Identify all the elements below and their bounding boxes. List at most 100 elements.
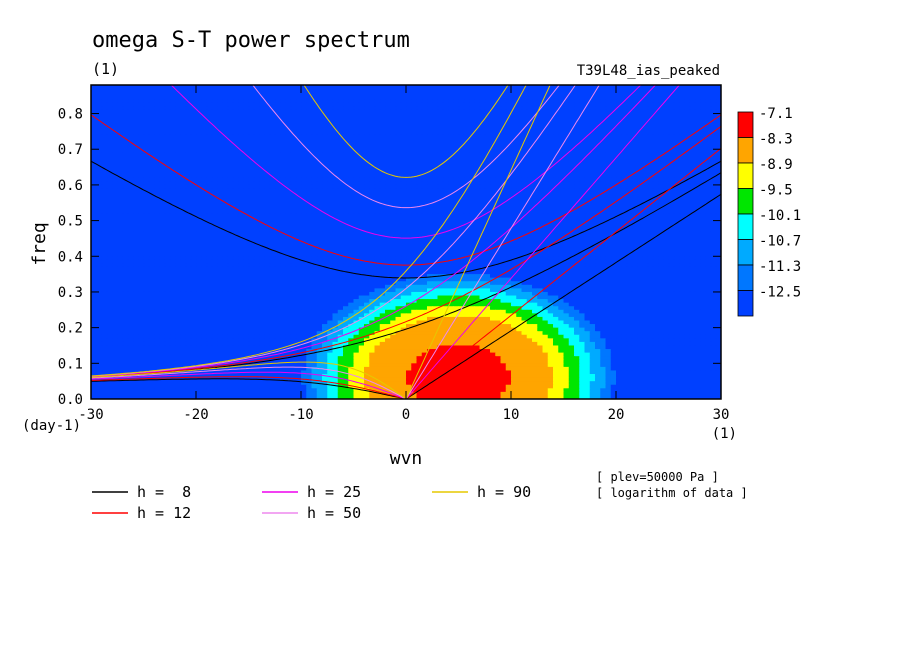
field-cell [316,88,323,93]
field-cell [358,181,365,186]
field-cell [337,127,344,132]
field-cell [658,145,664,150]
field-cell [259,181,265,186]
field-cell [154,152,160,157]
field-cell [547,149,554,154]
field-cell [138,177,145,182]
field-cell [694,227,701,232]
field-cell [579,188,586,193]
field-cell [106,152,113,157]
field-cell [285,145,292,150]
field-cell [106,167,113,172]
field-cell [395,195,402,200]
field-cell [385,170,391,175]
field-cell [563,142,570,147]
field-cell [112,209,118,215]
field-cell [411,106,418,111]
field-cell [626,209,633,215]
field-cell [169,109,176,115]
field-cell [479,131,486,136]
field-cell [206,209,213,215]
field-cell [159,231,166,236]
field-cell [595,213,601,218]
field-cell [248,224,255,229]
field-cell [164,220,171,225]
field-cell [406,88,412,93]
field-cell [637,170,643,175]
field-cell [348,127,355,132]
field-cell [495,117,502,122]
field-cell [469,88,475,93]
field-cell [143,102,150,108]
field-cell [138,124,145,129]
field-cell [474,174,481,179]
field-cell [295,152,302,157]
field-cell [406,124,412,129]
field-cell [91,174,97,179]
field-cell [180,192,187,197]
field-cell [537,217,544,222]
field-cell [148,209,155,215]
field-cell [694,117,701,122]
field-cell [374,181,381,186]
field-cell [427,156,433,161]
field-cell [353,145,360,150]
field-cell [222,106,229,111]
field-cell [484,199,491,204]
field-cell [243,138,250,143]
field-cell [442,188,449,193]
field-cell [106,156,113,161]
field-cell [647,85,654,90]
field-cell [715,170,721,175]
field-cell [600,152,607,157]
field-cell [595,177,601,182]
field-cell [579,209,586,215]
field-cell [143,231,150,236]
field-cell [442,134,449,140]
field-cell [553,124,559,129]
field-cell [196,177,202,182]
field-cell [595,163,601,168]
field-cell [500,192,507,197]
field-cell [395,217,402,222]
field-cell [679,213,685,218]
field-cell [663,159,670,165]
field-cell [479,220,486,225]
field-cell [253,217,260,222]
field-cell [710,227,717,232]
field-cell [316,202,323,207]
field-cell [411,95,418,100]
field-cell [211,85,218,90]
field-cell [458,192,465,197]
field-cell [400,138,407,143]
field-cell [463,120,470,125]
field-cell [169,192,176,197]
field-cell [631,217,638,222]
field-cell [705,99,712,104]
field-cell [532,92,538,97]
field-cell [143,124,150,129]
field-cell [238,152,244,157]
field-cell [327,131,334,136]
field-cell [280,159,286,165]
field-cell [442,227,449,232]
field-cell [395,99,402,104]
field-cell [385,156,391,161]
field-cell [547,152,554,157]
field-cell [316,199,323,204]
field-cell [390,88,397,93]
field-cell [616,163,622,168]
field-cell [631,177,638,182]
field-cell [442,99,449,104]
field-cell [421,159,428,165]
field-cell [448,213,454,218]
field-cell [138,202,145,207]
field-cell [553,102,559,108]
field-cell [453,213,460,218]
field-cell [117,149,124,154]
field-cell [106,224,113,229]
field-cell [705,152,712,157]
field-cell [400,85,407,90]
field-cell [621,174,628,179]
field-cell [217,99,223,104]
